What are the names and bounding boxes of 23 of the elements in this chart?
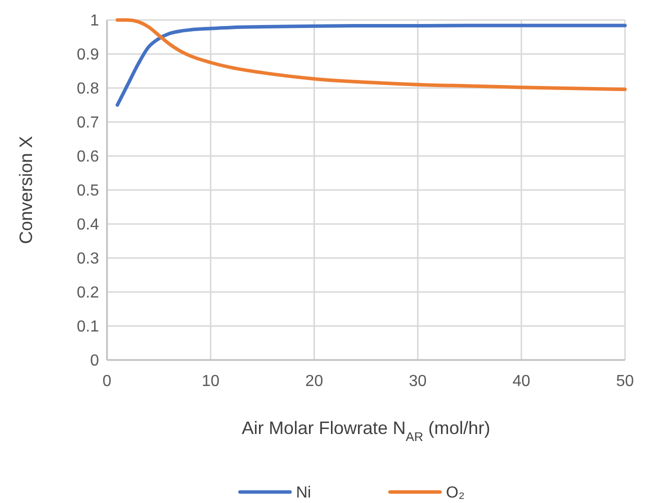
legend-label: Ni [296,484,312,502]
x-tick-label: 50 [616,373,634,390]
line-series [116,18,627,92]
y-tick-label: 0.4 [76,216,100,234]
x-axis-title: Air Molar Flowrate N$_{AR}$ (mol/hr) [242,418,490,444]
y-tick-label: 0.8 [76,80,100,98]
x-tick-label: 20 [305,373,324,390]
y-tick-label: 0.3 [76,250,100,268]
line-series [116,24,627,107]
x-tick-label: 40 [512,373,530,390]
y-tick-label: 0.6 [76,148,100,166]
x-tick-label: 0 [102,373,112,390]
y-tick-label: 0.5 [76,182,100,200]
y-tick-label: 0.7 [76,114,100,132]
y-tick-label: 0.1 [76,318,100,336]
y-axis-title: Conversion X [16,136,36,244]
y-tick-label: 0.9 [76,46,100,64]
legend-label: O₂ [446,484,465,502]
y-tick-label: 1 [90,12,100,30]
x-tick-label: 30 [408,373,427,390]
y-tick-label: 0.2 [76,284,100,302]
y-tick-label: 0 [90,352,100,370]
x-tick-label: 10 [202,373,220,390]
